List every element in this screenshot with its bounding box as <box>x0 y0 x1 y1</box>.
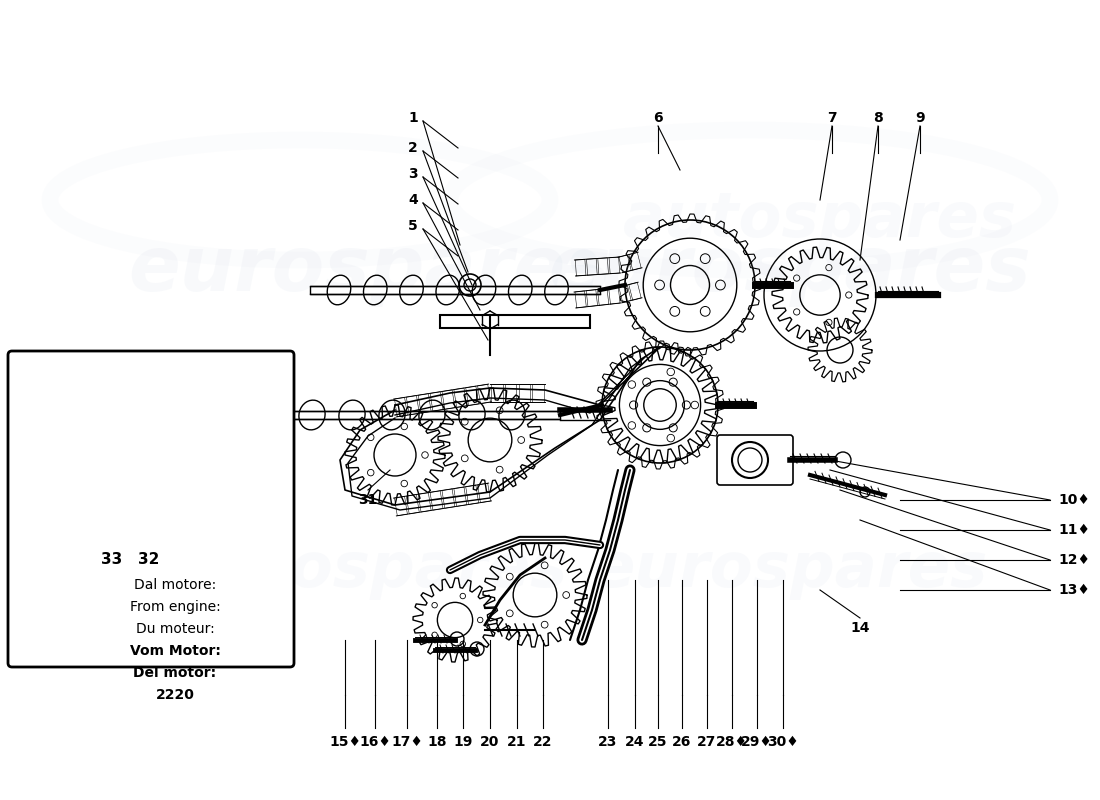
Text: 13♦: 13♦ <box>1058 583 1090 597</box>
FancyBboxPatch shape <box>310 286 600 294</box>
Text: 28♦: 28♦ <box>716 735 748 749</box>
Text: 26: 26 <box>672 735 692 749</box>
Text: 10♦: 10♦ <box>1058 493 1090 507</box>
Text: 5: 5 <box>408 219 418 233</box>
Text: 1: 1 <box>408 111 418 125</box>
Text: 11♦: 11♦ <box>1058 523 1090 537</box>
Text: 2220: 2220 <box>155 688 195 702</box>
Text: 22: 22 <box>534 735 552 749</box>
Text: 8: 8 <box>873 111 883 125</box>
FancyBboxPatch shape <box>717 435 793 485</box>
Text: 18: 18 <box>427 735 447 749</box>
Text: 27: 27 <box>697 735 717 749</box>
Text: autospares: autospares <box>623 190 1018 250</box>
Text: From engine:: From engine: <box>130 600 220 614</box>
Text: 3: 3 <box>408 167 418 181</box>
Text: 30♦: 30♦ <box>767 735 799 749</box>
Text: Dal motore:: Dal motore: <box>134 578 216 592</box>
FancyBboxPatch shape <box>8 351 294 667</box>
Text: 31: 31 <box>359 493 377 507</box>
Text: 12♦: 12♦ <box>1058 553 1090 567</box>
Text: 25: 25 <box>648 735 668 749</box>
Text: 2: 2 <box>408 141 418 155</box>
Text: 19: 19 <box>453 735 473 749</box>
Text: 29♦: 29♦ <box>741 735 773 749</box>
Text: 24: 24 <box>625 735 645 749</box>
Text: 16♦: 16♦ <box>359 735 390 749</box>
Text: eurospares: eurospares <box>129 233 612 307</box>
FancyBboxPatch shape <box>280 411 560 419</box>
Text: eurospares: eurospares <box>549 233 1032 307</box>
Text: 7: 7 <box>827 111 837 125</box>
Text: 14: 14 <box>850 621 870 635</box>
Text: 33   32: 33 32 <box>101 553 160 567</box>
Text: 21: 21 <box>507 735 527 749</box>
Text: eurospares: eurospares <box>173 540 568 600</box>
Text: 4: 4 <box>408 193 418 207</box>
Text: Du moteur:: Du moteur: <box>135 622 214 636</box>
Polygon shape <box>440 315 590 328</box>
Text: eurospares: eurospares <box>592 540 988 600</box>
Text: 20: 20 <box>481 735 499 749</box>
Text: 9: 9 <box>915 111 925 125</box>
Text: 17♦: 17♦ <box>392 735 422 749</box>
Text: 6: 6 <box>653 111 663 125</box>
Text: Del motor:: Del motor: <box>133 666 217 680</box>
Text: Vom Motor:: Vom Motor: <box>130 644 220 658</box>
Text: 15♦: 15♦ <box>329 735 361 749</box>
Text: 23: 23 <box>598 735 618 749</box>
